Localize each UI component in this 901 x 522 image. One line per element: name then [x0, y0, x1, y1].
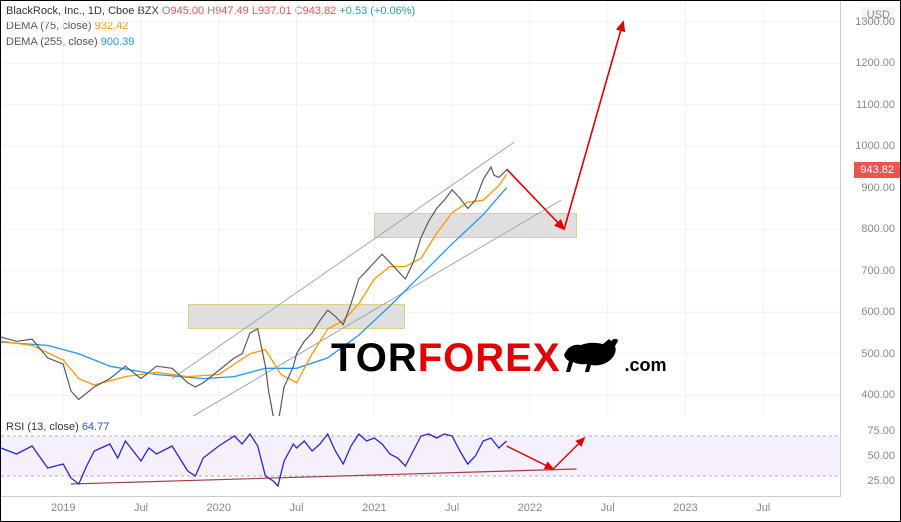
x-axis: 2019 Jul 2020 Jul 2021 Jul 2022 Jul 2023 Jul	[1, 496, 841, 521]
watermark-logo: TORFOREX .com	[331, 336, 667, 381]
y-tick: 700.00	[861, 265, 895, 277]
x-tick: 2021	[362, 502, 386, 514]
y-axis: 1300.00 1200.00 1100.00 1000.00 900.00 800.00…	[840, 1, 900, 416]
rsi-overlay	[1, 416, 841, 496]
rsi-tick: 75.00	[867, 425, 895, 437]
y-tick: 600.00	[861, 306, 895, 318]
rsi-tick: 25.00	[867, 475, 895, 487]
x-tick: 2023	[673, 502, 697, 514]
x-tick: Jul	[756, 502, 770, 514]
rsi-chart-area[interactable]	[1, 416, 841, 496]
y-tick: 1200.00	[855, 57, 895, 69]
y-tick: 800.00	[861, 223, 895, 235]
x-tick: Jul	[445, 502, 459, 514]
chart-container[interactable]: BlackRock, Inc., 1D, Cboe BZX O945.00 H9…	[0, 0, 901, 522]
last-price-tag: 943.82	[854, 162, 900, 178]
y-tick: 1300.00	[855, 16, 895, 28]
logo-com: .com	[625, 355, 667, 375]
x-tick: 2022	[518, 502, 542, 514]
rsi-tick: 50.00	[867, 450, 895, 462]
y-tick: 400.00	[861, 389, 895, 401]
x-tick: Jul	[601, 502, 615, 514]
logo-forex: FOREX	[418, 336, 561, 380]
y-tick: 1100.00	[856, 99, 895, 111]
x-tick: Jul	[134, 502, 148, 514]
x-tick: Jul	[290, 502, 304, 514]
rsi-y-axis: 75.00 50.00 25.00	[840, 416, 900, 496]
y-tick: 1000.00	[855, 140, 895, 152]
y-tick: 900.00	[861, 182, 895, 194]
x-tick: 2020	[207, 502, 231, 514]
x-tick: 2019	[51, 502, 75, 514]
y-tick: 500.00	[861, 348, 895, 360]
logo-tor: TOR	[331, 336, 418, 380]
bull-icon	[561, 339, 621, 375]
